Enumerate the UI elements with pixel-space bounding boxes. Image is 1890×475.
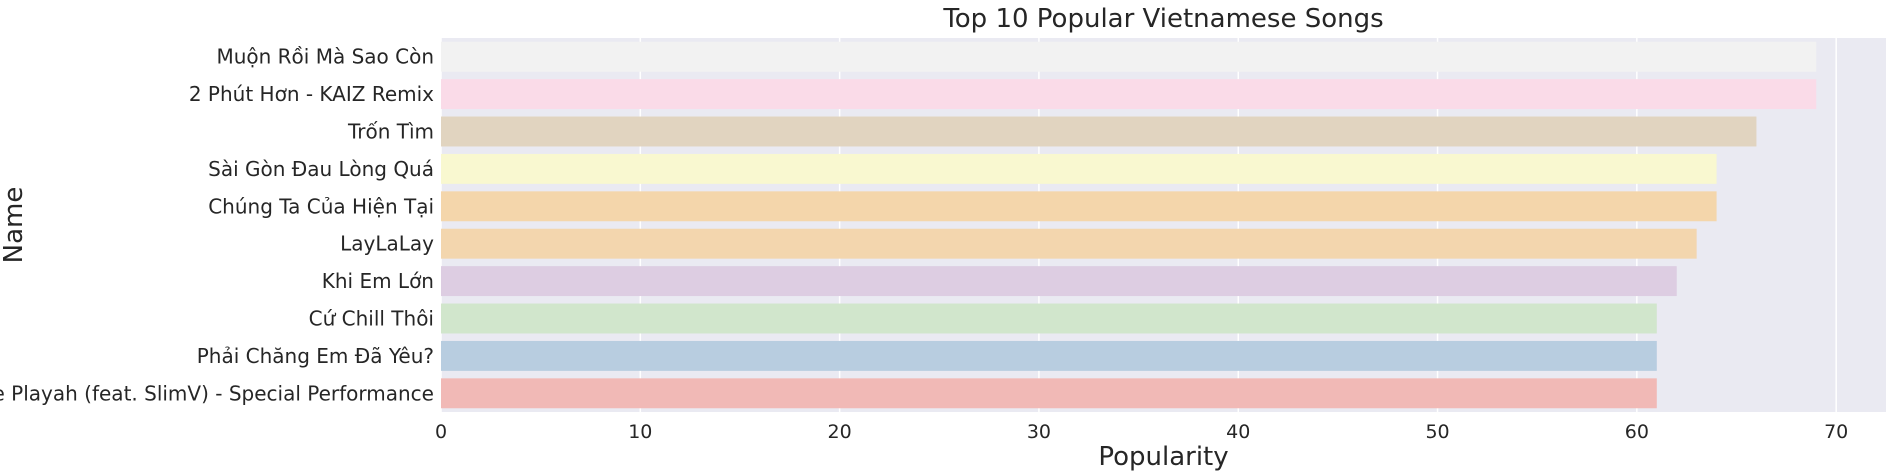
category-label: 2 Phút Hơn - KAIZ Remix [189, 82, 434, 106]
bar [441, 378, 1657, 409]
x-tick-label: 40 [1226, 421, 1250, 443]
bar [441, 41, 1817, 72]
category-label: Sài Gòn Đau Lòng Quá [208, 157, 434, 181]
category-label: Khi Em Lớn [322, 269, 434, 293]
bar [441, 303, 1657, 334]
bar [441, 228, 1697, 259]
bar [441, 153, 1717, 184]
x-tick-label: 0 [435, 421, 447, 443]
x-tick-label: 20 [828, 421, 852, 443]
x-tick-labels: 0 10 20 30 40 50 60 70 [435, 421, 1848, 443]
chart-title: Top 10 Popular Vietnamese Songs [942, 4, 1383, 34]
category-label: Phải Chăng Em Đã Yêu? [197, 344, 434, 368]
category-labels: Muộn Rồi Mà Sao Còn 2 Phút Hơn - KAIZ Rem… [0, 45, 434, 406]
bar [441, 191, 1717, 222]
category-label: Trốn Tìm [347, 120, 434, 144]
category-label: LayLaLay [340, 232, 434, 256]
x-tick-label: 10 [628, 421, 652, 443]
category-label: Cứ Chill Thôi [309, 307, 434, 331]
bar [441, 266, 1677, 297]
x-tick-label: 50 [1425, 421, 1449, 443]
category-label: Muộn Rồi Mà Sao Còn [216, 45, 434, 69]
x-axis-label: Popularity [1098, 442, 1228, 472]
x-tick-label: 70 [1824, 421, 1848, 443]
bars [441, 41, 1817, 409]
bar [441, 79, 1817, 110]
x-tick-label: 30 [1027, 421, 1051, 443]
category-label: The Playah (feat. SlimV) - Special Perfo… [0, 381, 434, 405]
y-axis-label: Name [0, 187, 29, 264]
bar [441, 340, 1657, 371]
category-label: Chúng Ta Của Hiện Tại [208, 194, 434, 218]
x-tick-label: 60 [1625, 421, 1649, 443]
bar [441, 116, 1757, 147]
